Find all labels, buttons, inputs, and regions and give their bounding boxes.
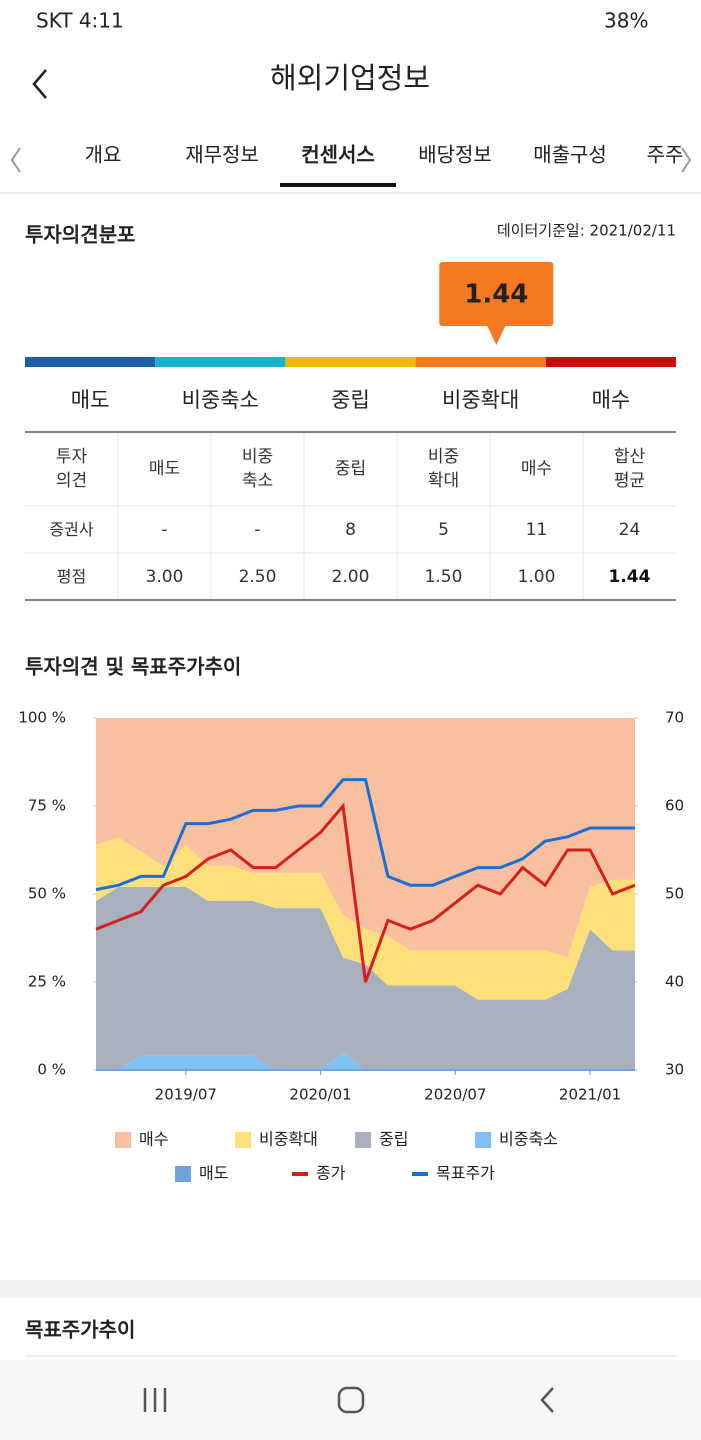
legend-label: 중립 [379,1130,408,1149]
table-header-cell: 중립 [334,459,367,479]
y2-tick-label: 40 [665,973,684,991]
table-cell: 5 [438,519,449,540]
y-tick-label: 50 % [28,885,66,903]
section-gap [0,1280,701,1298]
y2-tick-label: 50 [665,885,684,903]
table-cell: - [254,519,261,540]
legend-swatch [235,1132,251,1148]
table-cell: 증권사 [49,519,94,539]
section-title: 목표주가추이 [25,1318,135,1342]
table-cell: 8 [345,519,356,540]
legend-label: 매수 [139,1130,168,1149]
table-header-cell: 비중 확대 [427,447,460,491]
y-tick-label: 0 % [37,1061,66,1079]
legend-label: 종가 [316,1164,346,1183]
table-cell: 11 [525,519,548,540]
nav-bar [0,1360,701,1440]
gauge-segment [25,357,156,367]
x-tick-label: 2019/07 [155,1086,217,1104]
data-date: 데이터기준일: 2021/02/11 [497,222,676,240]
gauge-label: 비중확대 [442,388,519,412]
x-tick-label: 2021/01 [559,1086,621,1104]
nav-home[interactable] [337,1386,365,1414]
tab[interactable]: 컨센서스 [301,143,375,167]
table-header-cell: 매수 [520,459,553,479]
y-tick-label: 25 % [28,973,66,991]
y-tick-label: 75 % [28,797,66,815]
table-header-cell: 비중 축소 [241,447,274,491]
table-cell: 24 [618,519,641,540]
table-cell: - [161,519,168,540]
table-cell: 2.00 [331,566,370,587]
stacked-area [96,718,635,958]
tab[interactable]: 주주 [647,143,684,167]
y-tick-label: 100 % [18,709,66,727]
legend-swatch [475,1132,491,1148]
nav-icons [143,1386,554,1414]
tab[interactable]: 매출구성 [533,143,607,167]
score-badge [439,262,554,326]
plot-area [95,718,636,1070]
legend-label: 비중축소 [499,1130,558,1149]
score-pointer [487,326,506,345]
table-cell: 3.00 [145,566,184,587]
score-value: 1.44 [464,280,528,310]
gauge-segment [415,357,546,367]
legend-line [292,1172,308,1176]
gauge-label: 매수 [592,388,631,412]
gauge-segment [285,357,416,367]
section-title: 투자의견분포 [25,223,135,247]
table-cell: 1.00 [517,566,556,587]
tab[interactable]: 재무정보 [185,143,259,167]
chart-title: 투자의견 및 목표주가추이 [25,655,241,679]
tab[interactable]: 개요 [85,143,122,167]
tab-right-arrow[interactable] [681,147,692,173]
y2-tick-label: 70 [665,709,684,727]
gauge-label: 중립 [331,388,370,412]
price-line [95,802,636,983]
active-tab-underline [280,183,396,187]
price-line [95,778,635,892]
y2-tick-label: 60 [665,797,684,815]
gauge-segment [545,357,676,367]
table-header-cell: 합산 평균 [613,447,646,491]
back-button[interactable] [32,69,47,99]
status-carrier-time: SKT 4:11 [36,9,124,33]
stacked-area [96,1052,635,1070]
table-cell: 1.44 [608,566,651,587]
stacked-area [96,837,635,1000]
nav-recent[interactable] [143,1388,167,1412]
legend-label: 매도 [199,1164,228,1183]
legend-line [412,1172,428,1176]
table-cell: 1.50 [424,566,463,587]
nav-back[interactable] [540,1387,554,1413]
legend-swatch [355,1132,371,1148]
tab-left-arrow[interactable] [10,147,21,173]
table-cell: 평점 [56,566,87,586]
x-tick-label: 2020/07 [424,1086,486,1104]
x-tick-label: 2020/01 [289,1086,351,1104]
legend-label: 비중확대 [259,1130,318,1149]
tab[interactable]: 배당정보 [418,143,492,167]
gauge-label: 매도 [71,388,110,412]
table-cell: 2.50 [238,566,277,587]
legend-label: 목표주가 [436,1164,495,1183]
header-title: 해외기업정보 [270,61,430,95]
legend-swatch [115,1132,131,1148]
y2-tick-label: 30 [665,1061,684,1079]
table-header-cell: 매도 [148,459,181,479]
gauge-segment [155,357,286,367]
legend-swatch [175,1166,191,1182]
gauge-label: 비중축소 [182,388,259,412]
table-header-cell: 투자 의견 [55,447,88,491]
status-battery: 38% [604,9,648,33]
